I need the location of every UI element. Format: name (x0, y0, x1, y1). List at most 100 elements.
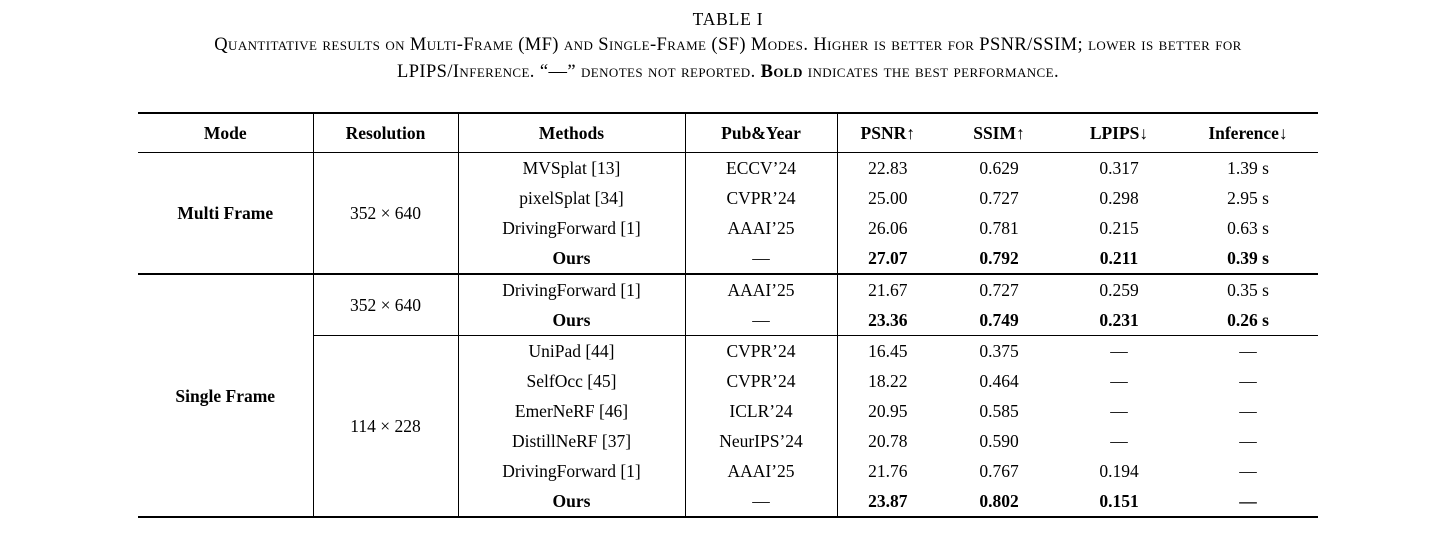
table-body: Multi Frame 352 × 640 MVSplat [13] ECCV’24 2… (138, 152, 1318, 517)
column-header-psnr: PSNR↑ (837, 113, 938, 153)
lpips-cell: 0.151 (1099, 491, 1139, 511)
table-row: Single Frame 352 × 640 DrivingForward [1] A… (138, 273, 1318, 517)
psnr-cell: 26.06 (868, 218, 908, 238)
lpips-cell: 0.317 (1099, 158, 1139, 178)
ssim-cell: 0.727 (938, 273, 1060, 305)
column-header-ssim: SSIM↑ (938, 113, 1060, 153)
psnr-cell: 16.45 (837, 335, 938, 366)
method-cell: UniPad [44] (458, 335, 686, 366)
inference-cell: 1.39 s (1227, 158, 1269, 178)
column-header-methods: Methods (458, 113, 686, 153)
method-cell: SelfOcc [45] (458, 366, 686, 396)
table-row: pixelSplat [34] CVPR’24 25.00 0.727 0.298 2.9… (138, 183, 1318, 213)
caption-line-2-wrap: LPIPS/Inference. “—” denotes not reporte… (0, 59, 1456, 86)
ssim-cell: 0.629 (979, 158, 1019, 178)
table-row: DistillNeRF [37] NeurIPS’24 20.78 0.590 — — (138, 426, 1318, 456)
ssim-cell: 0.792 (979, 248, 1019, 268)
resolution-cell: 352 × 640 (313, 152, 459, 274)
lpips-cell: 0.298 (1099, 188, 1139, 208)
table-row: Ours —23.87 0.802 0.151— (138, 486, 1318, 517)
method-cell: Ours (458, 243, 686, 274)
column-header-resolution: Resolution (313, 113, 459, 153)
psnr-cell: 20.78 (868, 431, 908, 451)
lpips-cell: 0.259 (1060, 273, 1178, 305)
table-row: DrivingForward [1] AAAI’25 21.76 0.767 0.194… (138, 456, 1318, 486)
lpips-cell: — (1060, 335, 1178, 366)
ssim-cell: 0.464 (979, 371, 1019, 391)
pub-year-cell: NeurIPS’24 (685, 426, 838, 456)
table-title: TABLE I (692, 9, 764, 29)
inference-cell: 0.26 s (1227, 310, 1269, 330)
method-cell: Ours (458, 486, 686, 517)
caption-line-1: Quantitative results on Multi-Frame (MF)… (214, 35, 1242, 55)
table-row: EmerNeRF [46] ICLR’24 20.95 0.585 — — (138, 396, 1318, 426)
lpips-cell: 0.231 (1099, 310, 1139, 330)
pub-year-cell: AAAI’25 (685, 456, 838, 486)
lpips-cell: — (1110, 401, 1128, 421)
method-cell: DrivingForward [1] (458, 456, 686, 486)
pub-year-cell: CVPR’24 (685, 366, 838, 396)
table-row: Ours — 27.07 0.792 0.211 0.39 s (138, 243, 1318, 274)
inference-cell: — (1239, 401, 1257, 421)
ssim-cell: 0.375 (938, 335, 1060, 366)
lpips-cell: 0.215 (1099, 218, 1139, 238)
lpips-cell: — (1110, 431, 1128, 451)
caption-line-1-wrap: Quantitative results on Multi-Frame (MF)… (0, 32, 1456, 59)
psnr-cell: 21.76 (868, 461, 908, 481)
ssim-cell: 0.749 (979, 310, 1019, 330)
psnr-cell: 23.87 (868, 491, 908, 511)
caption-line-2-pre: LPIPS/Inference. “—” denotes not reporte… (397, 62, 761, 82)
table-row: 114 × 228 UniPad [44] CVPR’24 16.45 0.375— — (138, 335, 1318, 517)
column-header-pub-year: Pub&Year (685, 113, 838, 153)
ssim-cell: 0.727 (979, 188, 1019, 208)
pub-year-cell: — (685, 486, 838, 517)
pub-year-cell: AAAI’25 (685, 273, 838, 305)
method-cell: EmerNeRF [46] (458, 396, 686, 426)
pub-year-cell: CVPR’24 (685, 183, 838, 213)
psnr-cell: 20.95 (868, 401, 908, 421)
inference-cell: — (1239, 371, 1257, 391)
header-row: Mode Resolution Methods Pub&Year PSNR↑ SSIM↑ L… (138, 113, 1318, 153)
method-cell: Ours (458, 305, 686, 336)
ssim-cell: 0.781 (979, 218, 1019, 238)
psnr-cell: 23.36 (868, 310, 908, 330)
inference-cell: 0.35 s (1178, 273, 1318, 305)
psnr-cell: 27.07 (868, 248, 908, 268)
pub-year-cell: ECCV’24 (685, 152, 838, 183)
table-header: Mode Resolution Methods Pub&Year PSNR↑ SSIM↑ L… (138, 113, 1318, 153)
method-cell: MVSplat [13] (458, 152, 686, 183)
column-header-lpips: LPIPS↓ (1060, 113, 1178, 153)
method-cell: pixelSplat [34] (458, 183, 686, 213)
inference-cell: — (1239, 431, 1257, 451)
method-cell: DrivingForward [1] (458, 273, 686, 305)
inference-cell: 0.39 s (1227, 248, 1269, 268)
psnr-cell: 25.00 (868, 188, 908, 208)
mode-cell: Multi Frame (138, 152, 314, 274)
pub-year-cell: AAAI’25 (685, 213, 838, 243)
ssim-cell: 0.802 (979, 491, 1019, 511)
method-cell: DistillNeRF [37] (458, 426, 686, 456)
method-cell: DrivingForward [1] (458, 213, 686, 243)
inference-cell: 2.95 s (1227, 188, 1269, 208)
caption-line-2: LPIPS/Inference. “—” denotes not reporte… (397, 59, 1059, 86)
caption-line-2-bold: Bold (760, 62, 803, 82)
ssim-cell: 0.590 (979, 431, 1019, 451)
inference-cell: — (1178, 335, 1318, 366)
pub-year-cell: ICLR’24 (685, 396, 838, 426)
inference-cell: 0.63 s (1227, 218, 1269, 238)
table-row: SelfOcc [45] CVPR’24 18.22 0.464 — — (138, 366, 1318, 396)
table-row: Ours — 23.36 0.749 0.231 0.26 s (138, 305, 1318, 336)
lpips-cell: 0.194 (1099, 461, 1139, 481)
results-table: Mode Resolution Methods Pub&Year PSNR↑ SSIM↑ L… (138, 112, 1318, 518)
column-header-mode: Mode (138, 113, 314, 153)
inference-cell: — (1239, 491, 1257, 511)
lpips-cell: 0.211 (1099, 248, 1139, 268)
caption-line-2-post: indicates the best performance. (802, 62, 1059, 82)
pub-year-cell: — (685, 305, 838, 336)
psnr-cell: 22.83 (868, 158, 908, 178)
table-row: DrivingForward [1] AAAI’25 26.06 0.781 0.215… (138, 213, 1318, 243)
ssim-cell: 0.767 (979, 461, 1019, 481)
mode-cell: Single Frame (138, 273, 314, 517)
psnr-cell: 18.22 (868, 371, 908, 391)
